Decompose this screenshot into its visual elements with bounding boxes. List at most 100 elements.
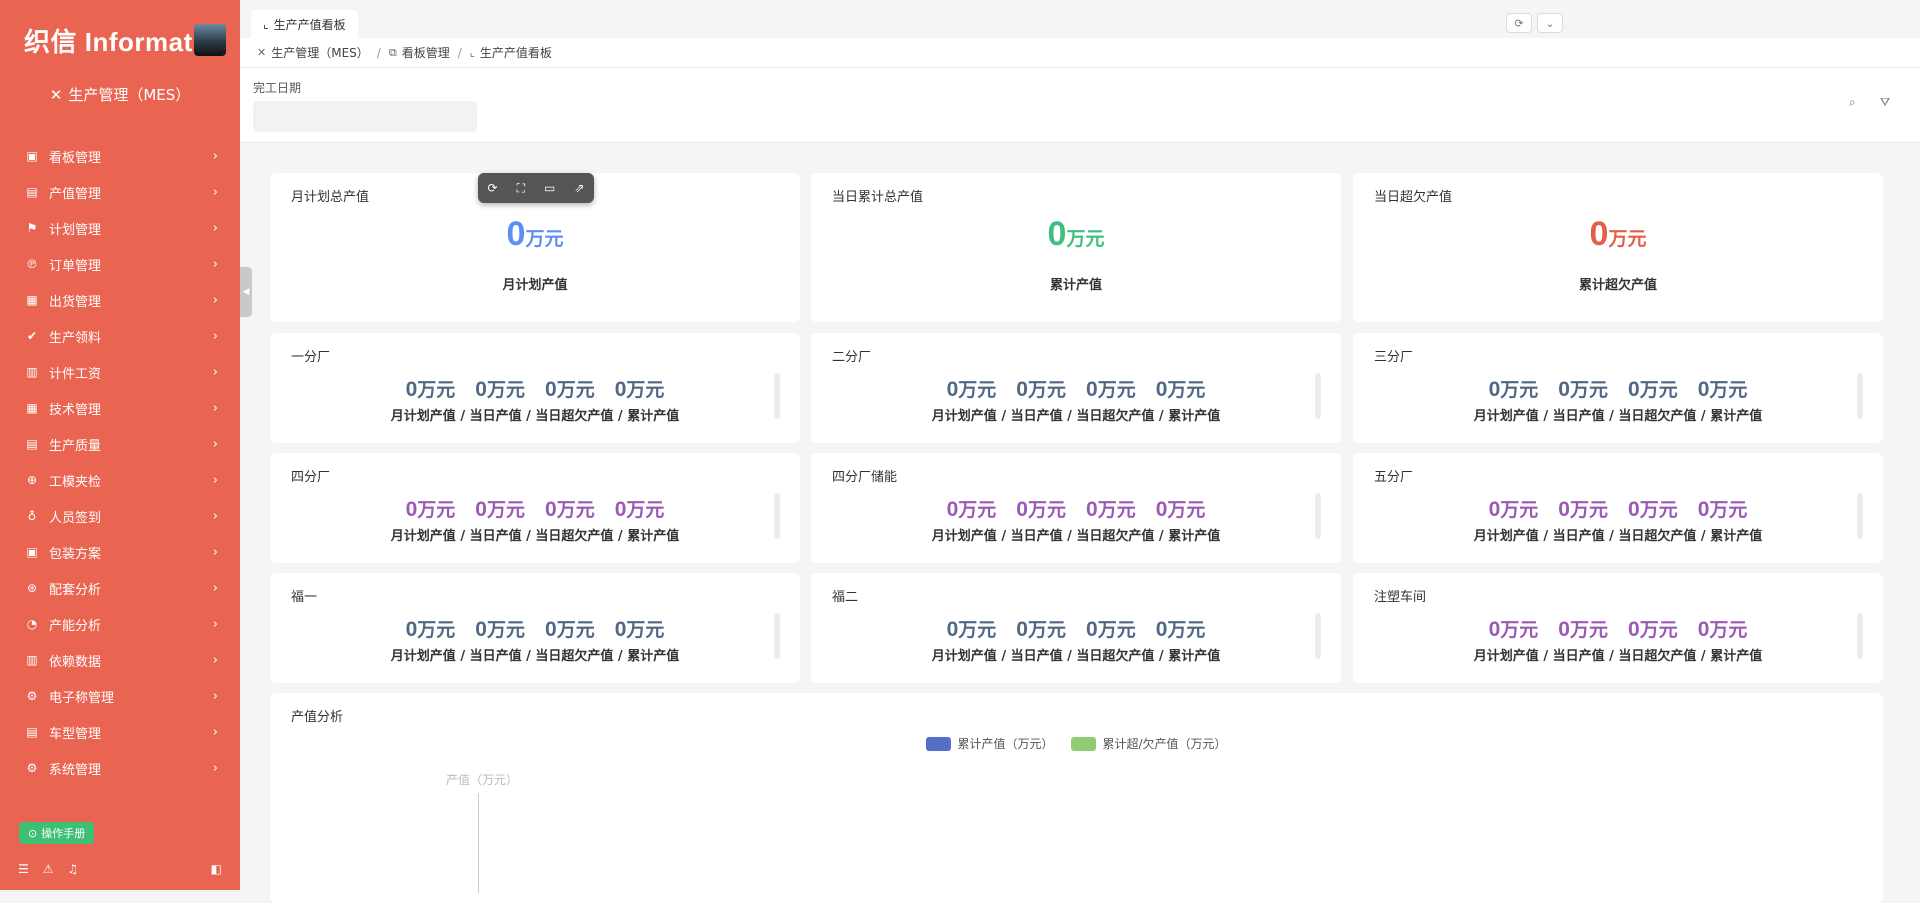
value-number: 0 — [1155, 618, 1168, 641]
scrollbar[interactable] — [774, 373, 780, 419]
sidebar-item[interactable]: ▤ 车型管理 › — [0, 714, 240, 750]
factory-values: 0万元 0万元 0万元 0万元 — [270, 615, 800, 642]
value-number: 0 — [475, 498, 487, 521]
factory-value: 0万元 — [947, 375, 997, 402]
sidebar-item[interactable]: ▤ 生产质量 › — [0, 426, 240, 462]
sidebar-item[interactable]: ▦ 技术管理 › — [0, 390, 240, 426]
external-link-icon[interactable]: ⇗ — [574, 181, 585, 195]
sidebar-item[interactable]: ⊕ 工模夹检 › — [0, 462, 240, 498]
window-icon[interactable]: ▭ — [544, 181, 556, 195]
warning-icon[interactable]: ⚠ — [42, 862, 54, 876]
scrollbar[interactable] — [1315, 373, 1321, 419]
factory-value: 0万元 — [1698, 375, 1748, 402]
completion-date-input[interactable] — [253, 101, 477, 132]
breadcrumb-item[interactable]: 看板管理 — [401, 46, 450, 60]
value-number: 0 — [946, 378, 959, 401]
analysis-icon: ⊛ — [26, 581, 38, 595]
sidebar-menu: ▣ 看板管理 › ▤ 产值管理 › ⚑ 计划管理 › ℗ 订单管理 › ▦ 出货管理 › ✔ 生产领料 › ▥ 计件工… — [0, 138, 240, 786]
avatar[interactable] — [194, 24, 226, 56]
sidebar-item[interactable]: ▣ 包装方案 › — [0, 534, 240, 570]
factory-caption: 月计划产值 / 当日产值 / 当日超欠产值 / 累计产值 — [1473, 529, 1763, 544]
factory-card: 四分厂 0万元 0万元 0万元 0万元 月计划产值 / 当日产值 / 当日超欠产值 / 累… — [270, 453, 800, 563]
sidebar-item[interactable]: ◔ 产能分析 › — [0, 606, 240, 642]
legend-item[interactable]: 累计超/欠产值（万元） — [1071, 735, 1227, 752]
bell-icon[interactable]: ♫ — [67, 862, 79, 876]
factory-caption: 月计划产值 / 当日产值 / 当日超欠产值 / 累计产值 — [931, 649, 1221, 664]
data-icon: ▥ — [26, 653, 38, 667]
refresh-icon[interactable]: ⟳ — [487, 181, 498, 195]
sidebar-item[interactable]: ▥ 依赖数据 › — [0, 642, 240, 678]
sidebar-item-label: 生产领料 — [49, 330, 102, 346]
scrollbar[interactable] — [1315, 493, 1321, 539]
sidebar-item[interactable]: ✔ 生产领料 › — [0, 318, 240, 354]
module-title[interactable]: ✕ 生产管理（MES） — [49, 86, 191, 104]
factory-value: 0万元 — [545, 495, 595, 522]
sidebar-item[interactable]: ⊛ 配套分析 › — [0, 570, 240, 606]
breadcrumb-item[interactable]: 生产产值看板 — [479, 46, 552, 60]
refresh-button[interactable]: ⟳ — [1506, 13, 1532, 33]
value-unit: 万元 — [417, 620, 456, 641]
value-unit: 万元 — [1569, 380, 1608, 401]
sidebar-item[interactable]: ⚙ 电子称管理 › — [0, 678, 240, 714]
chart-card: 产值分析 累计产值（万元） 累计超/欠产值（万元） 产值（万元） — [270, 693, 1883, 903]
clear-filter-icon[interactable]: ⛛ — [1880, 95, 1891, 109]
sidebar-item-label: 工模夹检 — [49, 474, 102, 490]
chart-line-icon: ⌞ — [263, 17, 269, 31]
sidebar-item[interactable]: ♁ 人员签到 › — [0, 498, 240, 534]
sidebar-item[interactable]: ▤ 产值管理 › — [0, 174, 240, 210]
value-number: 0 — [1086, 498, 1098, 521]
factory-value: 0万元 — [406, 615, 456, 642]
dashboard-icon: ⧉ — [388, 45, 397, 59]
value-number: 0 — [1558, 618, 1570, 641]
factory-card: 三分厂 0万元 0万元 0万元 0万元 月计划产值 / 当日产值 / 当日超欠产值 / 累… — [1353, 333, 1883, 443]
factory-card: 一分厂 0万元 0万元 0万元 0万元 月计划产值 / 当日产值 / 当日超欠产值 / 累… — [270, 333, 800, 443]
sidebar-item[interactable]: ⚙ 系统管理 › — [0, 750, 240, 786]
value-number: 0 — [545, 498, 557, 521]
card-title: 一分厂 — [291, 350, 331, 365]
summary-value: 0万元 — [270, 215, 800, 254]
breadcrumb-item[interactable]: 生产管理（MES） — [271, 46, 369, 60]
scrollbar[interactable] — [1857, 613, 1863, 659]
collapse-sidebar-icon[interactable]: ◧ — [210, 862, 222, 876]
factory-value: 0万元 — [1489, 375, 1539, 402]
scrollbar[interactable] — [1857, 493, 1863, 539]
fullscreen-icon[interactable]: ⛶ — [516, 180, 526, 195]
search-icon[interactable]: ⌕ — [1849, 95, 1856, 109]
sidebar-item-label: 系统管理 — [49, 762, 102, 778]
sidebar-footer: ☰ ⚠ ♫ ◧ — [18, 862, 222, 876]
sidebar-collapse-handle[interactable]: ◀ — [240, 267, 252, 317]
value-number: 0 — [1488, 498, 1501, 521]
tab-production-dashboard[interactable]: ⌞ 生产产值看板 — [251, 10, 358, 38]
scrollbar[interactable] — [774, 493, 780, 539]
sidebar-item[interactable]: ▦ 出货管理 › — [0, 282, 240, 318]
value-unit: 万元 — [958, 620, 997, 641]
factory-value: 0万元 — [1628, 375, 1678, 402]
value-number: 0 — [1589, 215, 1609, 253]
list-icon[interactable]: ☰ — [18, 862, 29, 876]
summary-caption: 累计超欠产值 — [1578, 278, 1657, 293]
y-axis-line — [478, 793, 479, 893]
scrollbar[interactable] — [1857, 373, 1863, 419]
sidebar-item[interactable]: ℗ 订单管理 › — [0, 246, 240, 282]
value-unit: 万元 — [1097, 380, 1136, 401]
sidebar-item[interactable]: ▣ 看板管理 › — [0, 138, 240, 174]
sidebar-item-label: 产值管理 — [49, 186, 102, 202]
filter-label: 完工日期 — [253, 81, 302, 95]
sidebar-item-label: 计划管理 — [49, 222, 102, 238]
chevron-right-icon: › — [212, 184, 218, 200]
help-icon: ⊙ — [28, 826, 38, 840]
chevron-right-icon: › — [212, 760, 218, 776]
value-number: 0 — [405, 378, 418, 401]
value-unit: 万元 — [626, 380, 665, 401]
sidebar-item[interactable]: ▥ 计件工资 › — [0, 354, 240, 390]
manual-button[interactable]: ⊙ 操作手册 — [19, 822, 95, 844]
factory-caption: 月计划产值 / 当日产值 / 当日超欠产值 / 累计产值 — [931, 529, 1221, 544]
value-unit: 万元 — [626, 620, 665, 641]
sidebar-item[interactable]: ⚑ 计划管理 › — [0, 210, 240, 246]
tab-menu-button[interactable]: ⌄ — [1537, 13, 1563, 33]
factory-value: 0万元 — [1628, 615, 1678, 642]
scrollbar[interactable] — [1315, 613, 1321, 659]
legend-item[interactable]: 累计产值（万元） — [926, 735, 1053, 752]
scrollbar[interactable] — [774, 613, 780, 659]
card-title: 五分厂 — [1374, 470, 1414, 485]
